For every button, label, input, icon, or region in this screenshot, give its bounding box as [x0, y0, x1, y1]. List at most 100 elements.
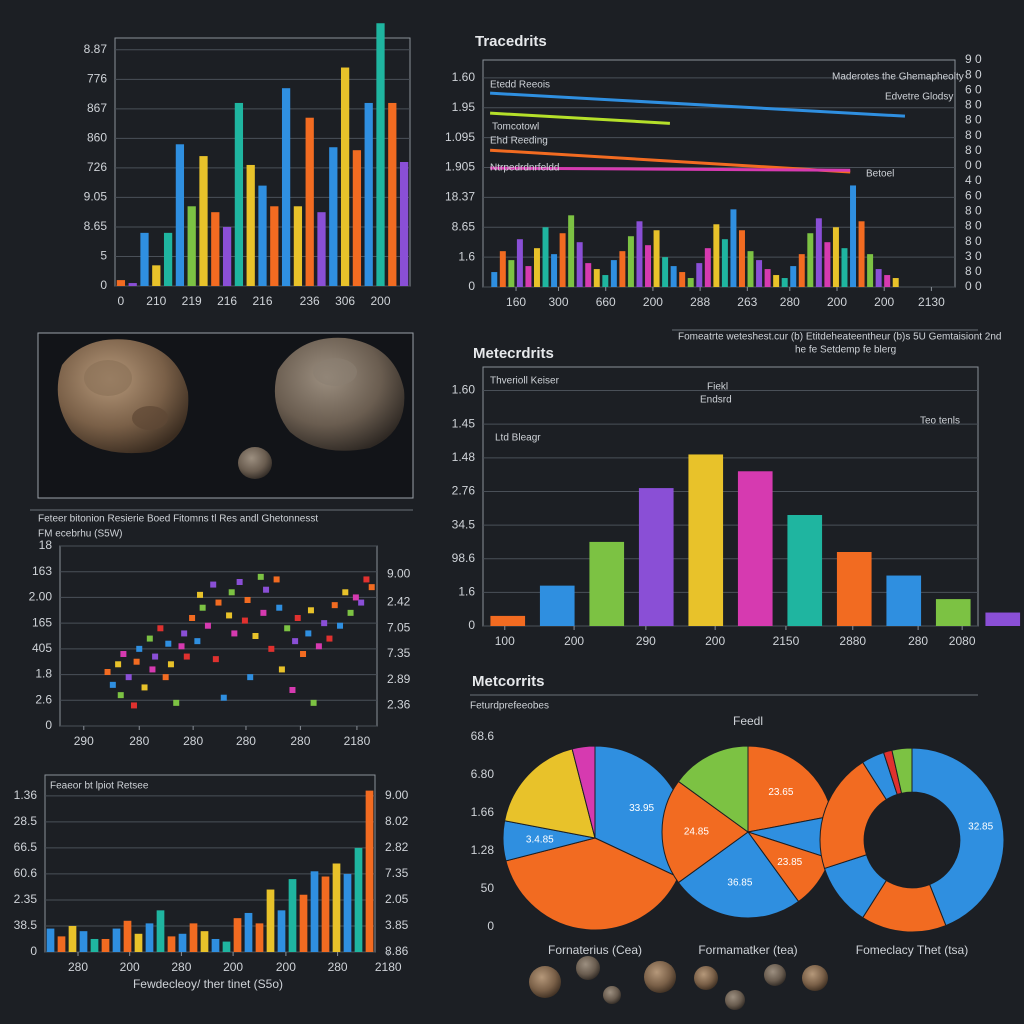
y-tick-label: 1.6	[458, 585, 475, 599]
point	[241, 617, 248, 624]
y-tick-label: 405	[32, 641, 52, 655]
bar	[388, 102, 397, 286]
bar	[627, 236, 634, 287]
bar	[68, 925, 77, 952]
x-tick-label: 2880	[839, 634, 866, 648]
bar	[258, 185, 267, 286]
point	[284, 625, 291, 632]
point	[276, 604, 283, 611]
bar	[875, 269, 882, 287]
bar	[585, 263, 592, 287]
y-tick-label: 1.28	[471, 843, 495, 857]
y2-tick-label: 8 0	[965, 113, 982, 127]
x-tick-label: 280	[129, 734, 149, 748]
point	[117, 692, 124, 699]
series-label: Ntrpedrdnrfeldd	[490, 163, 559, 174]
bar	[317, 212, 326, 286]
point	[358, 599, 365, 606]
annotation: Teo tenls	[920, 416, 960, 427]
bar	[886, 575, 922, 626]
bar	[233, 918, 242, 952]
rock	[576, 956, 600, 980]
bar	[589, 541, 625, 626]
annotation: Edvetre Glodsy	[885, 92, 953, 103]
pie-slice	[571, 745, 596, 839]
photo-caption: Feteer bitonion Resierie Boed Fitomns tl…	[38, 514, 318, 525]
y-tick-label: 1.905	[445, 160, 475, 174]
y-tick-label: 2.35	[14, 892, 38, 906]
x-tick-label: 210	[146, 294, 166, 308]
bar	[593, 269, 600, 287]
bar	[542, 227, 549, 287]
x-tick-label: 200	[643, 295, 663, 309]
y-tick-label: 860	[87, 131, 107, 145]
bar	[329, 147, 338, 286]
bar	[638, 488, 674, 626]
point	[326, 635, 333, 642]
y2-tick-label: 2.82	[385, 840, 409, 854]
x-tick-label: 160	[506, 295, 526, 309]
series-label: Ehd Reeding	[490, 136, 548, 147]
meteorite	[238, 447, 272, 479]
bar	[376, 23, 385, 286]
y-tick-label: 1.6	[458, 249, 475, 263]
point	[120, 651, 127, 657]
bar	[884, 275, 891, 287]
point	[173, 699, 180, 706]
bar	[688, 454, 724, 626]
point	[228, 589, 235, 596]
bar	[288, 879, 297, 952]
bar	[490, 615, 526, 626]
point	[244, 597, 251, 603]
x-tick-label: 200	[223, 960, 243, 974]
y-tick-label: 38.5	[14, 918, 38, 932]
bar	[340, 67, 350, 287]
bar	[787, 515, 823, 626]
point	[146, 635, 153, 642]
point	[149, 666, 156, 673]
bar	[79, 931, 88, 952]
bar	[299, 894, 308, 952]
point	[321, 620, 328, 627]
x-tick-label: 288	[690, 295, 710, 309]
pie-title: Feedl	[733, 714, 763, 728]
pie-slice	[911, 747, 1005, 927]
bar	[781, 278, 788, 287]
bar	[737, 471, 773, 626]
rock-samples	[529, 956, 828, 1010]
y-tick-label: 1.95	[452, 100, 476, 114]
point	[210, 581, 217, 588]
y-tick-label: 60.6	[14, 866, 38, 880]
point	[300, 651, 307, 657]
y-tick-label: 0	[468, 279, 475, 293]
x-tick-label: 280	[68, 960, 88, 974]
y-tick-label: 776	[87, 72, 107, 86]
pie-slice	[677, 745, 749, 833]
point	[331, 602, 338, 609]
point	[231, 630, 238, 637]
bar	[645, 245, 652, 287]
bar	[636, 221, 643, 287]
bar	[101, 938, 110, 952]
bar	[610, 260, 617, 287]
chart-title: Metecrdrits	[473, 345, 554, 362]
point	[125, 674, 132, 681]
bar	[145, 923, 154, 952]
point	[181, 630, 188, 637]
point	[278, 666, 285, 673]
point	[292, 638, 299, 645]
x-tick-label: 280	[908, 634, 928, 648]
bar	[244, 912, 253, 952]
x-tick-label: 660	[596, 295, 616, 309]
slice-label: 36.85	[727, 878, 752, 889]
bar	[764, 269, 771, 287]
x-tick-label: 216	[217, 294, 237, 308]
y-tick-label: 0	[468, 618, 475, 632]
x-tick-label: 219	[182, 294, 202, 308]
x-axis-label: Fewdecleoy/ ther tinet (S5o)	[133, 977, 283, 991]
point	[109, 681, 116, 688]
y2-tick-label: 9 0	[965, 52, 982, 66]
bar	[790, 266, 797, 287]
point	[104, 669, 111, 675]
